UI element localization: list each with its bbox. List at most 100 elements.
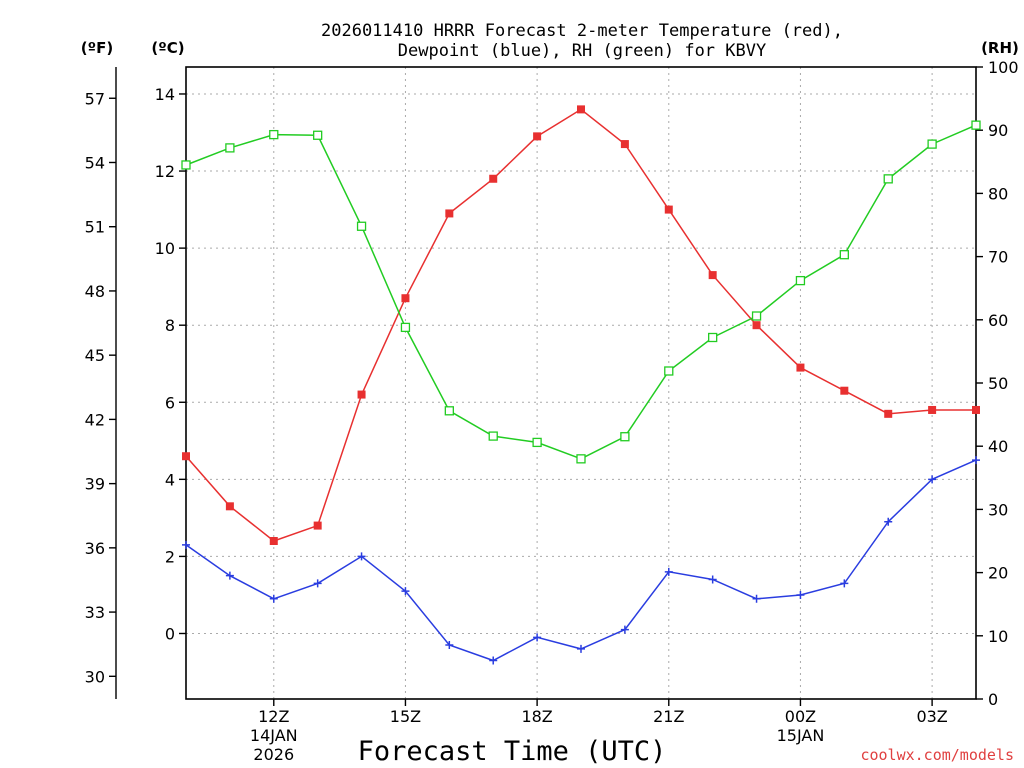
temperature-point — [182, 452, 190, 461]
x-axis-title: Forecast Time (UTC) — [358, 736, 667, 767]
temperature-point — [752, 321, 761, 330]
rh-point — [795, 275, 806, 286]
rh-point — [313, 130, 323, 140]
rh-point — [181, 160, 191, 170]
rh-point — [532, 437, 542, 448]
rh-point — [708, 332, 718, 343]
rh-axis-label: (RH) — [981, 39, 1019, 57]
fahrenheit-tick-label: 30 — [85, 667, 105, 686]
temperature-point — [489, 174, 498, 183]
dewpoint-point — [664, 567, 673, 576]
dewpoint-point — [577, 644, 585, 653]
rh-point — [444, 406, 454, 416]
fahrenheit-tick-label: 57 — [85, 89, 105, 108]
celsius-tick-label: 4 — [165, 470, 175, 489]
dewpoint-point — [752, 594, 761, 603]
chart-title-line1: 2026011410 HRRR Forecast 2-meter Tempera… — [321, 21, 843, 41]
rh-point — [751, 311, 762, 321]
temperature-point — [884, 409, 893, 418]
celsius-tick-label: 10 — [155, 239, 175, 258]
dewpoint-line — [185, 459, 977, 662]
rh-point — [225, 143, 235, 153]
x-tick-label: 21Z — [653, 707, 684, 726]
celsius-tick-label: 14 — [155, 85, 175, 104]
temperature-point — [840, 386, 849, 395]
temperature-line — [185, 108, 976, 542]
rh-tick-label: 100 — [988, 58, 1019, 77]
temperature-point — [445, 209, 454, 218]
rh-tick-label: 40 — [988, 437, 1008, 456]
fahrenheit-tick-label: 33 — [85, 603, 105, 622]
rh-point — [400, 322, 411, 333]
dewpoint-point — [445, 641, 454, 650]
dewpoint-point — [972, 456, 980, 465]
dewpoint-point — [357, 552, 366, 561]
fahrenheit-axis-label: (ºF) — [81, 39, 113, 57]
rh-tick-label: 0 — [988, 690, 998, 709]
celsius-axis-label: (ºC) — [151, 39, 184, 57]
x-tick-date-label: 14JAN — [250, 726, 298, 745]
rh-tick-label: 70 — [988, 248, 1008, 267]
rh-point — [883, 174, 893, 184]
dewpoint-point — [401, 587, 410, 596]
rh-tick-label: 90 — [988, 121, 1008, 140]
fahrenheit-tick-label: 42 — [85, 410, 105, 429]
dewpoint-point — [708, 575, 717, 584]
temperature-point — [796, 363, 805, 372]
dewpoint-point — [884, 517, 893, 526]
axes: 0 2 4 6 8 10 12 14 30 33 36 39 42 45 48 51 54 57 0 10 20 30 40… — [85, 58, 1019, 764]
dewpoint-point — [313, 579, 322, 588]
plot-frame — [185, 66, 977, 700]
temperature-point — [620, 140, 629, 149]
rh-point — [620, 432, 630, 442]
celsius-tick-label: 6 — [165, 393, 175, 412]
x-tick-label: 03Z — [916, 707, 947, 726]
x-tick-date-label: 15JAN — [777, 726, 825, 745]
fahrenheit-tick-label: 39 — [85, 475, 105, 494]
dewpoint-point — [269, 594, 278, 603]
rh-point — [927, 139, 937, 149]
rh-point — [269, 129, 279, 140]
fahrenheit-tick-label: 48 — [85, 282, 105, 301]
temperature-point — [972, 405, 980, 414]
rh-tick-label: 80 — [988, 184, 1008, 203]
rh-tick-label: 20 — [988, 564, 1008, 583]
dewpoint-point — [533, 633, 542, 642]
temperature-point — [928, 405, 937, 414]
fahrenheit-tick-label: 45 — [85, 346, 105, 365]
temperature-point — [577, 105, 585, 114]
rh-tick-label: 30 — [988, 500, 1008, 519]
rh-point — [488, 431, 498, 441]
dewpoint-point — [840, 579, 849, 588]
x-tick-label: 12Z — [258, 707, 289, 726]
x-tick-label: 00Z — [785, 707, 816, 726]
temperature-point — [533, 132, 542, 141]
rh-point — [576, 454, 586, 464]
temperature-point — [664, 205, 673, 214]
x-tick-year-label: 2026 — [253, 745, 294, 764]
grid-lines — [186, 67, 976, 699]
fahrenheit-tick-label: 51 — [85, 218, 105, 237]
temperature-point — [269, 537, 278, 545]
x-tick-label: 18Z — [521, 707, 552, 726]
fahrenheit-tick-label: 54 — [85, 153, 105, 172]
fahrenheit-tick-label: 36 — [85, 539, 105, 558]
dewpoint-point — [620, 625, 629, 634]
x-tick-label: 15Z — [390, 707, 421, 726]
temperature-point — [313, 521, 322, 530]
dewpoint-point — [182, 540, 190, 549]
temperature-point — [708, 271, 717, 280]
celsius-tick-label: 0 — [165, 624, 175, 643]
credit-text: coolwx.com/models — [860, 746, 1014, 764]
rh-tick-label: 60 — [988, 311, 1008, 330]
chart-title-line2: Dewpoint (blue), RH (green) for KBVY — [398, 41, 766, 61]
rh-line — [185, 124, 977, 460]
dewpoint-point — [928, 475, 937, 484]
rh-point — [664, 366, 674, 376]
temperature-point — [225, 502, 234, 511]
celsius-tick-label: 12 — [155, 162, 175, 181]
rh-point — [839, 250, 849, 260]
temperature-point — [401, 294, 410, 303]
rh-point — [971, 120, 981, 130]
